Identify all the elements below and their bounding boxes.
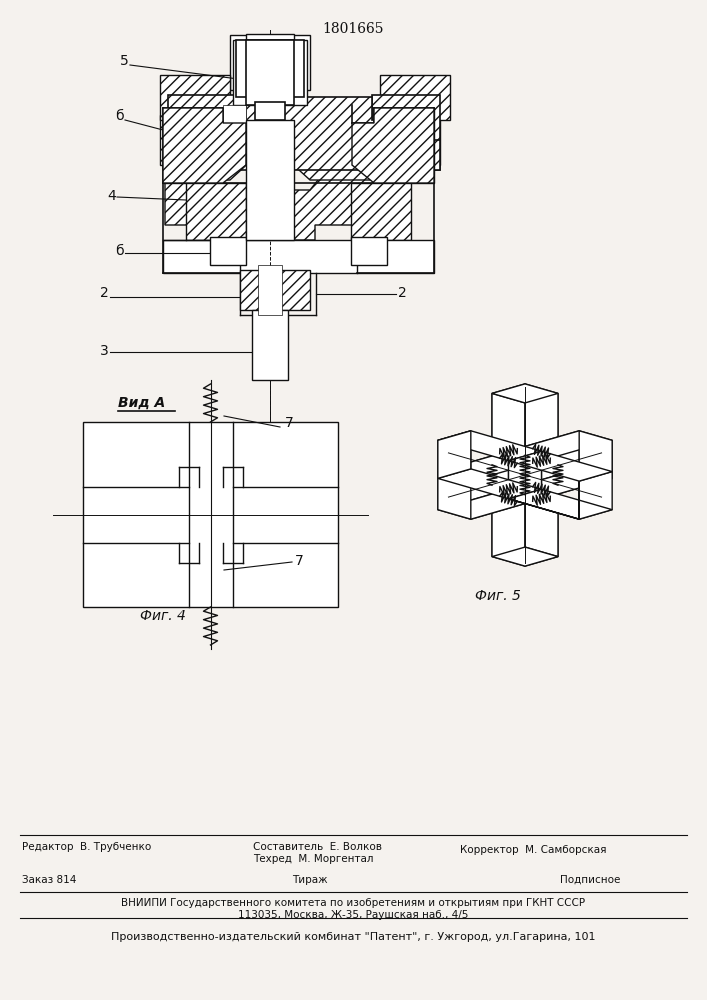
Bar (252, 88, 288, 120)
Polygon shape (438, 451, 542, 481)
Bar (210, 237, 246, 265)
Polygon shape (223, 105, 246, 123)
Polygon shape (438, 489, 542, 519)
Polygon shape (508, 469, 612, 499)
Text: 1801665: 1801665 (322, 22, 384, 36)
Bar (83, 422, 338, 607)
Bar (246, 34, 294, 42)
Bar (385, 115, 440, 165)
Bar (255, 102, 285, 120)
Text: 3: 3 (100, 344, 109, 358)
Polygon shape (492, 384, 558, 403)
Polygon shape (438, 431, 471, 478)
Text: б: б (115, 244, 124, 258)
Bar (240, 270, 270, 310)
Polygon shape (508, 481, 579, 519)
Polygon shape (438, 451, 508, 510)
Text: Корректор  М. Самборская: Корректор М. Самборская (460, 845, 607, 855)
Text: Подписное: Подписное (560, 875, 620, 885)
Polygon shape (352, 108, 434, 183)
Bar (186, 183, 246, 240)
Text: Составитель  Е. Волков: Составитель Е. Волков (253, 842, 382, 852)
Bar (374, 108, 434, 183)
Bar (163, 240, 434, 273)
Text: Тираж: Тираж (292, 875, 328, 885)
Text: 113035, Москва, Ж-35, Раушская наб., 4/5: 113035, Москва, Ж-35, Раушская наб., 4/5 (238, 910, 468, 920)
Text: 5: 5 (120, 54, 129, 68)
Polygon shape (471, 461, 542, 519)
Polygon shape (508, 431, 612, 461)
Polygon shape (288, 110, 370, 180)
Bar (163, 108, 223, 183)
Bar (160, 75, 230, 120)
Polygon shape (508, 489, 612, 519)
Polygon shape (492, 547, 558, 566)
Polygon shape (579, 472, 612, 519)
Text: Редактор  В. Трубченко: Редактор В. Трубченко (22, 842, 151, 852)
Polygon shape (438, 472, 471, 519)
Bar (168, 95, 236, 170)
Bar (246, 40, 294, 105)
Text: Заказ 814: Заказ 814 (22, 875, 76, 885)
Polygon shape (542, 440, 612, 499)
Polygon shape (492, 384, 525, 475)
Polygon shape (438, 431, 471, 478)
Text: 2: 2 (398, 286, 407, 300)
Polygon shape (525, 393, 558, 485)
Bar (233, 40, 307, 105)
Text: ВНИИПИ Государственного комитета по изобретениям и открытиям при ГКНТ СССР: ВНИИПИ Государственного комитета по изоб… (121, 898, 585, 908)
Polygon shape (438, 431, 542, 461)
Polygon shape (438, 469, 542, 499)
Polygon shape (508, 431, 579, 489)
Polygon shape (579, 431, 612, 478)
Polygon shape (168, 97, 440, 170)
Polygon shape (492, 393, 525, 485)
Polygon shape (163, 108, 246, 183)
Text: Техред  М. Моргентал: Техред М. Моргентал (253, 854, 373, 864)
Polygon shape (525, 475, 558, 566)
Text: Производственно-издательский комбинат "Патент", г. Ужгород, ул.Гагарина, 101: Производственно-издательский комбинат "П… (111, 932, 595, 942)
Polygon shape (525, 384, 558, 475)
Bar (252, 310, 288, 380)
Polygon shape (492, 475, 525, 566)
Polygon shape (170, 110, 252, 180)
Polygon shape (508, 451, 542, 499)
Polygon shape (508, 451, 612, 481)
Polygon shape (492, 465, 525, 557)
Bar (236, 40, 304, 97)
Polygon shape (525, 465, 558, 557)
Bar (351, 183, 411, 240)
Text: 4: 4 (107, 189, 116, 203)
Polygon shape (165, 165, 252, 240)
Text: б: б (115, 109, 124, 123)
Bar (258, 265, 282, 315)
Bar (280, 270, 310, 310)
Text: Фиг. 4: Фиг. 4 (140, 609, 186, 623)
Bar (351, 237, 387, 265)
Polygon shape (288, 165, 375, 240)
Bar (372, 95, 440, 170)
Text: Фиг. 5: Фиг. 5 (475, 589, 521, 603)
Text: Вид А: Вид А (118, 396, 165, 410)
Text: 7: 7 (295, 554, 304, 568)
Text: 7: 7 (285, 416, 293, 430)
Bar (380, 75, 450, 120)
Text: 2: 2 (100, 286, 109, 300)
Bar (160, 115, 215, 165)
Bar (230, 35, 310, 90)
Text: А: А (264, 113, 272, 126)
Bar (246, 120, 294, 240)
